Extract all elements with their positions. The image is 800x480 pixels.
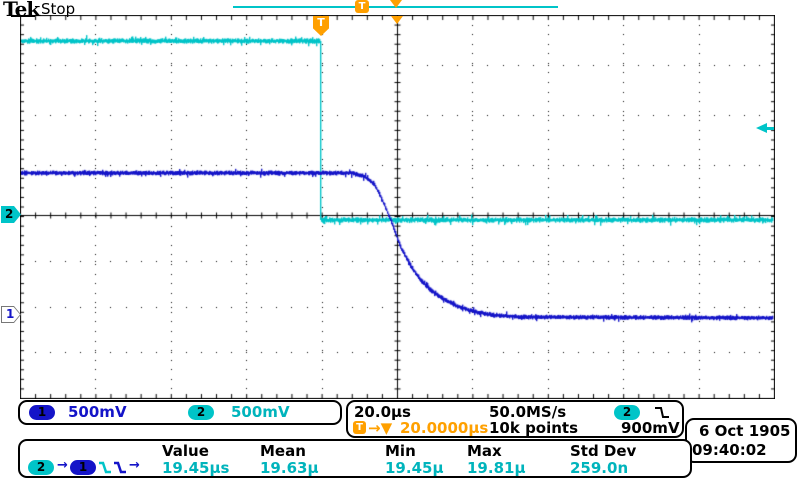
ch2-scale: 500mV [231,403,290,421]
meas-header-min: Min [385,442,416,460]
trigger-level: 900mV [621,419,680,437]
waveform-plot [20,15,775,399]
horizontal-reference-icon [391,16,403,24]
meas-header-mean: Mean [260,442,306,460]
ch2-badge: 2 [188,405,214,420]
record-href-triangle-icon [390,0,402,8]
meas-source-badge: 2 [28,460,54,475]
horizontal-scale: 20.0µs [354,403,411,421]
record-length: 10k points [489,419,579,437]
meas-header-value: Value [162,442,209,460]
meas-stddev: 259.0n [570,459,629,477]
meas-arrow2-icon: → [129,458,140,473]
meas-max: 19.81µ [467,459,526,477]
date-label: 6 Oct 1905 [699,422,791,440]
horizontal-trigger-readout: 20.0µs 50.0MS/s 2 T →▼ 20.0000µs 10k poi… [346,400,684,438]
record-trigger-position-icon: T [355,0,369,13]
meas-mean: 19.63µ [260,459,319,477]
meas-arrow1-icon: → [57,458,68,473]
falling-edge-ch1-icon [114,461,126,474]
delay-arrow-icon: →▼ [368,419,393,437]
ch1-ground-marker: 1 [1,306,21,323]
delay-trigger-flag-icon: T [353,421,366,434]
ch2-ground-marker: 2 [1,206,21,223]
delay-value: 20.0000µs [400,419,489,437]
acquisition-status: Stop [41,0,76,18]
datetime-readout: 6 Oct 1905 09:40:02 [685,418,797,463]
trigger-slope-falling-icon [655,407,669,418]
meas-header-max: Max [467,442,502,460]
trigger-source-badge: 2 [614,405,640,420]
ch1-scale: 500mV [68,403,127,421]
trigger-point-flag-icon: T [313,16,329,36]
time-label: 09:40:02 [692,441,767,459]
meas-header-stddev: Std Dev [570,442,637,460]
meas-value: 19.45µs [162,459,230,477]
meas-dest-badge: 1 [70,460,96,475]
meas-min: 19.45µ [385,459,444,477]
sample-rate: 50.0MS/s [489,403,567,421]
trigger-level-arrow-icon [756,123,774,134]
falling-edge-ch2-icon [99,461,111,474]
channel-scale-readout: 1 500mV 2 500mV [18,400,342,425]
ch1-badge: 1 [29,405,55,420]
measurement-readout: 2 → 1 → Value Mean Min Max Std Dev 19.45… [18,439,692,478]
